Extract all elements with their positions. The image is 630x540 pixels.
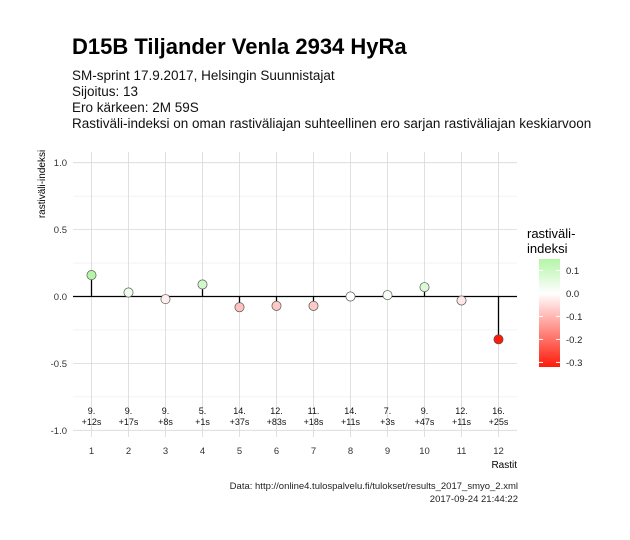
legend-tick-label: 0.1 [566, 266, 579, 277]
caption-timestamp: 2017-09-24 21:44:22 [429, 494, 518, 505]
chart-title: D15B Tiljander Venla 2934 HyRa [72, 34, 407, 59]
diff-label: +17s [119, 417, 139, 427]
legend-colorbar [539, 259, 560, 367]
rank-label: 12. [270, 406, 283, 416]
lollipop-point [493, 334, 504, 345]
lollipop-point [456, 295, 467, 306]
x-tick-label: 1 [89, 446, 94, 457]
legend-title: rastiväli- indeksi [527, 226, 576, 256]
data-labels: 9.+12s9.+17s9.+8s5.+1s14.+37s12.+83s11.+… [82, 406, 509, 427]
y-tick-label: 0.5 [54, 225, 67, 236]
rank-label: 14. [233, 406, 246, 416]
x-tick-label: 5 [237, 446, 242, 457]
rank-label: 9. [162, 406, 170, 416]
x-tick-label: 2 [126, 446, 131, 457]
y-tick-label: 0.0 [54, 292, 67, 303]
y-axis-title: rastiväli-indeksi [37, 150, 48, 218]
diff-label: +37s [230, 417, 250, 427]
subtitle-gap: Ero kärkeen: 2M 59S [72, 100, 199, 115]
x-tick-label: 4 [200, 446, 205, 457]
x-axis-title: Rastit [491, 460, 517, 471]
legend: 0.1 0.0 -0.1 -0.2 -0.3 [539, 259, 582, 369]
x-tick-label: 8 [348, 446, 353, 457]
caption-source: Data: http://online4.tulospalvelu.fi/tul… [229, 481, 518, 492]
legend-tick-label: 0.0 [566, 289, 579, 300]
x-tick-label: 6 [274, 446, 279, 457]
lollipop-point [123, 287, 134, 298]
axes: -1.0-0.50.00.51.01 2 3 4 5 6 7 8 9 10 11 12Rastitra… [37, 150, 517, 471]
diff-label: +12s [82, 417, 102, 427]
y-tick-label: -1.0 [51, 426, 67, 437]
diff-label: +1s [195, 417, 210, 427]
diff-label: +3s [380, 417, 395, 427]
diff-label: +25s [489, 417, 509, 427]
rank-label: 12. [455, 406, 468, 416]
rank-label: 9. [88, 406, 96, 416]
x-tick-label: 11 [457, 446, 467, 457]
rank-label: 16. [492, 406, 505, 416]
lollipop-point [160, 294, 171, 305]
x-tick-label: 10 [419, 446, 430, 457]
legend-tick-label: -0.1 [566, 312, 582, 323]
subtitle-description: Rastiväli-indeksi on oman rastiväliajan … [72, 116, 592, 131]
lollipop-point [345, 291, 356, 302]
lollipop-point [382, 290, 393, 301]
diff-label: +83s [267, 417, 287, 427]
rank-label: 14. [344, 406, 357, 416]
y-tick-label: -0.5 [51, 359, 67, 370]
x-tick-label: 9 [385, 446, 390, 457]
lollipop-point [234, 302, 245, 313]
diff-label: +8s [158, 417, 173, 427]
diff-label: +18s [304, 417, 324, 427]
rank-label: 9. [125, 406, 133, 416]
subtitle-rank: Sijoitus: 13 [72, 84, 139, 99]
x-tick-label: 3 [163, 446, 168, 457]
legend-tick-label: -0.3 [566, 358, 582, 369]
x-tick-label: 7 [311, 446, 316, 457]
data-marks [86, 270, 504, 345]
rank-label: 11. [308, 406, 320, 416]
diff-label: +11s [341, 417, 361, 427]
rank-label: 5. [199, 406, 207, 416]
lollipop-point [197, 279, 208, 290]
lollipop-point [308, 300, 319, 311]
lollipop-point [419, 282, 430, 293]
lollipop-point [86, 270, 97, 281]
y-tick-label: 1.0 [54, 158, 67, 169]
rank-label: 7. [384, 406, 392, 416]
rank-label: 9. [421, 406, 429, 416]
grid [73, 152, 517, 437]
subtitle-event: SM-sprint 17.9.2017, Helsingin Suunnista… [72, 68, 335, 83]
x-tick-label: 12 [493, 446, 504, 457]
legend-tick-label: -0.2 [566, 335, 582, 346]
lollipop-point [271, 300, 282, 311]
diff-label: +11s [452, 417, 472, 427]
diff-label: +47s [415, 417, 435, 427]
